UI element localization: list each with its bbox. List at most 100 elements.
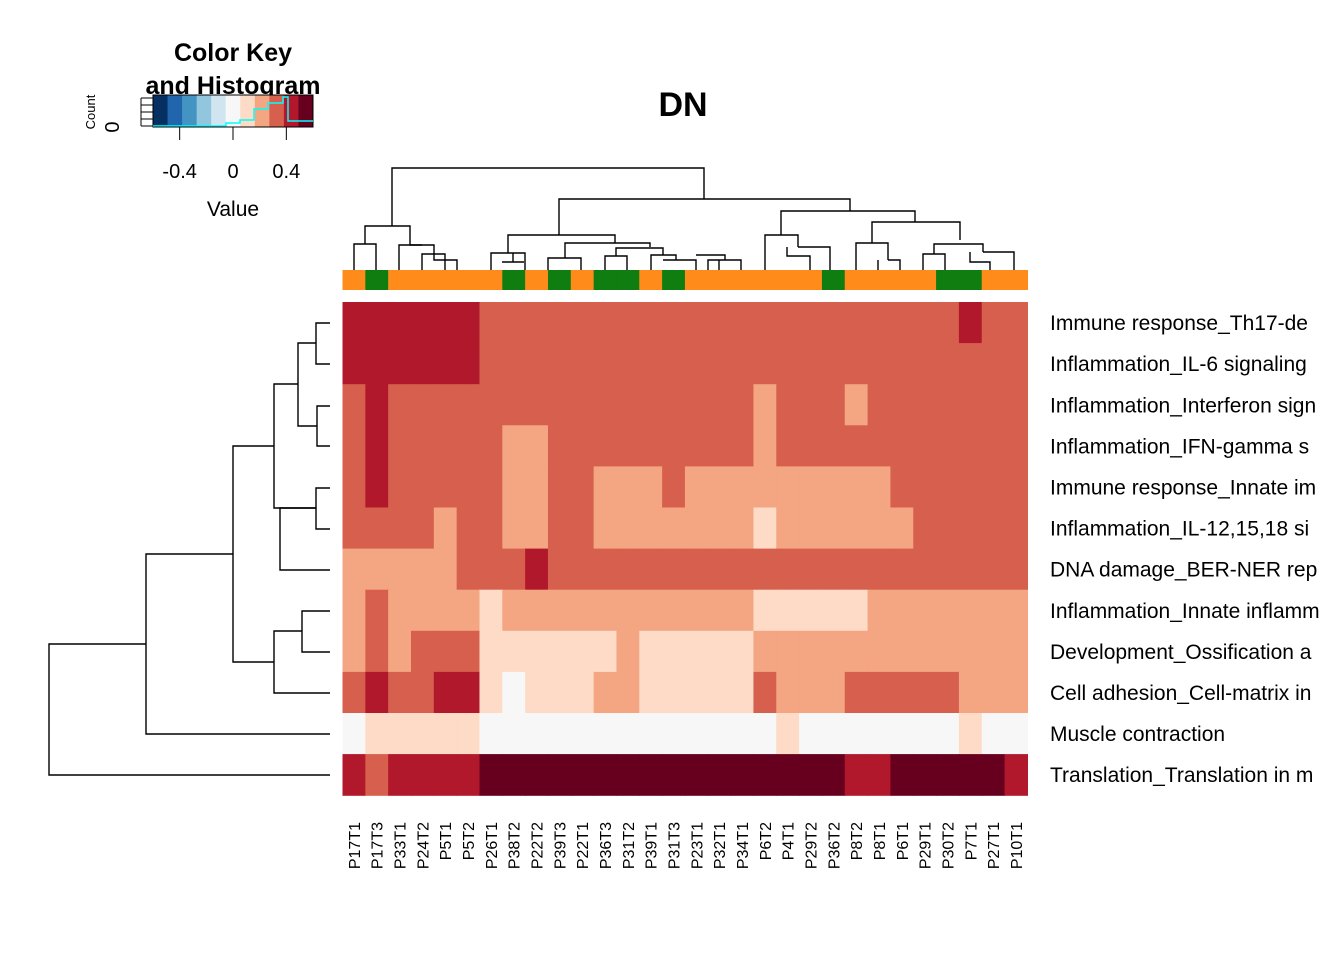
heatmap-cell: [365, 343, 389, 385]
heatmap-cell: [684, 754, 709, 796]
column-dendrogram-link: [969, 252, 991, 270]
row-label: Inflammation_IL-12,15,18 si: [1050, 518, 1309, 541]
row-dendrogram-link: [273, 383, 316, 509]
heatmap-cell: [1004, 630, 1028, 673]
heatmap-cell: [639, 671, 663, 714]
column-label: P17T1: [347, 822, 364, 869]
heatmap-cell: [547, 548, 572, 591]
heatmap-cell: [456, 630, 481, 673]
heatmap-cell: [821, 713, 846, 755]
heatmap-cell: [730, 466, 755, 509]
heatmap-cell: [593, 466, 618, 509]
heatmap-cell: [662, 343, 686, 385]
heatmap-cell: [913, 713, 937, 755]
heatmap-cell: [639, 466, 663, 509]
column-label: P29T1: [918, 822, 935, 869]
heatmap-cell: [707, 630, 732, 673]
heatmap-cell: [388, 302, 412, 344]
heatmap-cell: [844, 630, 869, 673]
heatmap-cell: [1004, 671, 1028, 714]
heatmap-cell: [616, 507, 640, 550]
heatmap-cell: [867, 343, 892, 385]
heatmap-cell: [890, 713, 914, 755]
heatmap-cell: [821, 671, 846, 714]
column-dendrogram-link: [786, 247, 811, 270]
column-side-color: [821, 270, 846, 290]
heatmap-cell: [547, 630, 572, 673]
column-dendrogram-link: [983, 251, 1015, 270]
heatmap-cell: [1004, 466, 1028, 509]
heatmap-cell: [639, 343, 663, 385]
heatmap-cell: [479, 548, 503, 591]
heatmap-cell: [479, 507, 503, 550]
heatmap-cell: [958, 548, 983, 591]
heatmap-cell: [981, 548, 1006, 591]
column-side-color: [662, 270, 686, 290]
column-label: P31T3: [667, 822, 684, 869]
heatmap-cell: [570, 507, 595, 550]
heatmap-cell: [1004, 589, 1028, 632]
row-label: Development_Ossification a: [1050, 641, 1312, 664]
heatmap-cell: [570, 466, 595, 509]
heatmap-cell: [684, 507, 709, 550]
heatmap-cell: [799, 302, 823, 344]
heatmap-cell: [547, 343, 572, 385]
row-label: Immune response_Th17-de: [1050, 312, 1308, 335]
heatmap-cell: [433, 302, 458, 344]
row-label: Cell adhesion_Cell-matrix in: [1050, 682, 1311, 705]
heatmap-cell: [456, 384, 481, 426]
column-side-color: [1004, 270, 1028, 290]
heatmap-cell: [753, 466, 777, 509]
heatmap-cell: [456, 507, 481, 550]
heatmap-cell: [730, 713, 755, 755]
heatmap-cell: [844, 589, 869, 632]
color-key-swatch: [182, 95, 198, 127]
heatmap-cell: [479, 713, 503, 755]
heatmap-cell: [639, 548, 663, 591]
heatmap-cell: [502, 343, 526, 385]
heatmap-cell: [388, 507, 412, 550]
heatmap-cell: [936, 589, 960, 632]
heatmap-cell: [913, 384, 937, 426]
heatmap-cell: [639, 507, 663, 550]
heatmap-cell: [479, 425, 503, 467]
heatmap-cell: [730, 589, 755, 632]
column-side-color: [570, 270, 595, 290]
heatmap-cell: [799, 507, 823, 550]
heatmap-cell: [662, 507, 686, 550]
column-label: P36T3: [598, 822, 615, 869]
heatmap-cell: [433, 630, 458, 673]
row-dendrogram-link: [297, 342, 317, 427]
color-key-ylabel: Count: [83, 94, 98, 129]
column-label: P33T1: [393, 822, 410, 869]
heatmap-cell: [342, 548, 366, 591]
heatmap-cell: [844, 466, 869, 509]
column-dendrogram-link: [410, 244, 435, 254]
heatmap-cell: [1004, 343, 1028, 385]
column-dendrogram-link: [696, 254, 726, 260]
heatmap-cell: [456, 425, 481, 467]
heatmap-cell: [593, 507, 618, 550]
heatmap-cell: [570, 548, 595, 591]
heatmap-cell: [913, 671, 937, 714]
heatmap-cell: [936, 343, 960, 385]
heatmap-cell: [365, 302, 389, 344]
heatmap-cell: [547, 302, 572, 344]
heatmap-cell: [707, 425, 732, 467]
heatmap-cell: [753, 425, 777, 467]
heatmap-cell: [730, 425, 755, 467]
heatmap-cell: [662, 425, 686, 467]
column-dendrogram-link: [650, 254, 677, 270]
heatmap-cell: [890, 384, 914, 426]
color-key-swatch: [254, 95, 270, 127]
heatmap-cell: [844, 507, 869, 550]
heatmap-cell: [388, 466, 412, 509]
column-label: P32T1: [712, 822, 729, 869]
heatmap-cell: [639, 589, 663, 632]
heatmap-cell: [776, 671, 800, 714]
heatmap-cell: [844, 384, 869, 426]
heatmap-cell: [342, 343, 366, 385]
heatmap-cell: [456, 548, 481, 591]
heatmap-cell: [365, 671, 389, 714]
column-label: P29T2: [804, 822, 821, 869]
